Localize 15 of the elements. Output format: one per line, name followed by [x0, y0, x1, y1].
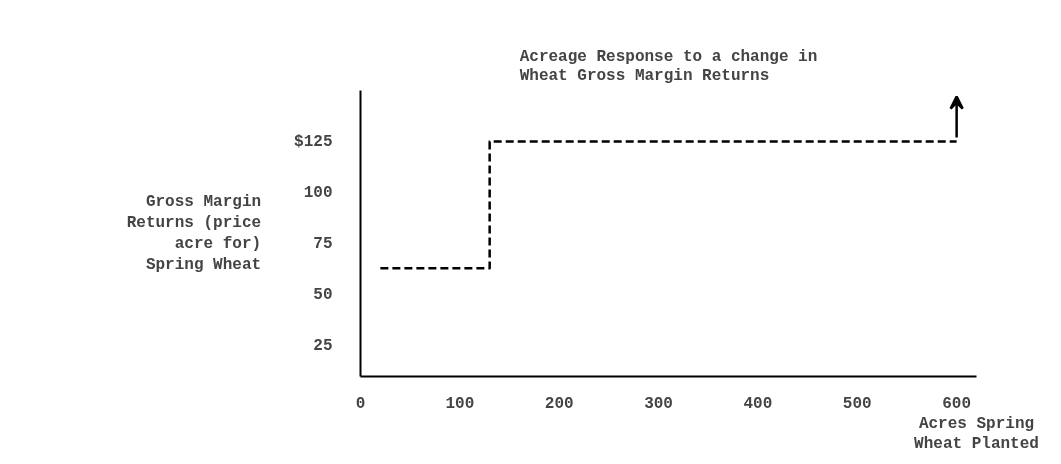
x-tick-label: 200	[544, 394, 574, 413]
x-tick-label: 400	[743, 394, 773, 413]
y-tick-label: 50	[313, 285, 333, 304]
x-tick-label: 300	[644, 394, 673, 413]
x-tick-label: 100	[445, 394, 475, 413]
y-tick-label: 75	[313, 234, 333, 253]
y-tick-label: $125	[294, 132, 333, 151]
y-tick-label: 100	[303, 183, 333, 202]
x-axis-title: Acres Spring Wheat Planted	[914, 414, 1039, 454]
x-tick-label: 0	[355, 394, 366, 413]
y-tick-label: 25	[313, 336, 333, 355]
y-axis-title: Gross Margin Returns (price acre for) Spring Wheat	[126, 193, 262, 274]
x-tick-label: 500	[842, 394, 872, 413]
chart-title: Acreage Response to a change in Wheat Gross Margin Returns	[519, 47, 818, 86]
x-tick-label: 600	[942, 394, 972, 413]
